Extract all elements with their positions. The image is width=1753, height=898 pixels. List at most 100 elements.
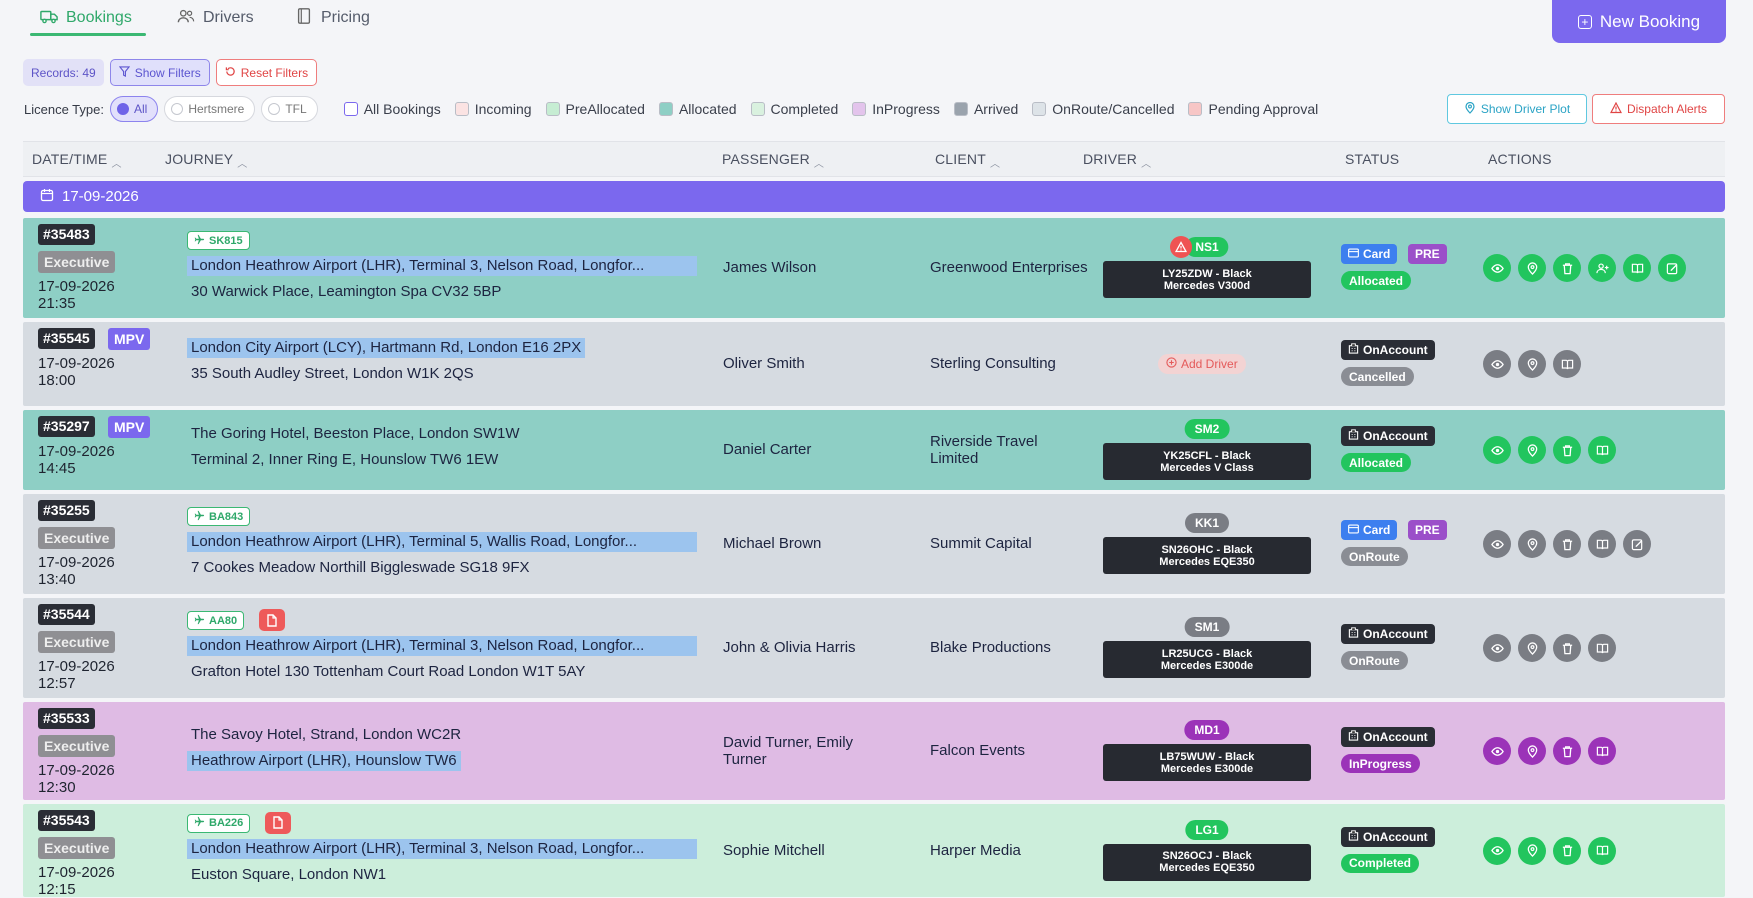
table-row[interactable]: #35543 Executive 17-09-2026 12:15 BA226 Londo… <box>23 804 1725 898</box>
delete-button[interactable] <box>1553 634 1581 662</box>
legend-item[interactable]: All Bookings <box>343 101 441 117</box>
track-button[interactable] <box>1518 350 1546 378</box>
legend-item[interactable]: Allocated <box>658 101 737 117</box>
details-button[interactable] <box>1588 836 1616 865</box>
delete-button[interactable] <box>1553 737 1581 765</box>
view-button[interactable] <box>1483 836 1511 865</box>
tab-drivers[interactable]: Drivers <box>177 0 254 36</box>
document-icon[interactable] <box>265 811 291 834</box>
booking-id[interactable]: #35533 <box>38 708 95 729</box>
table-row[interactable]: #35297 MPV 17-09-2026 14:45 The Goring Hotel… <box>23 410 1725 490</box>
col-journey[interactable]: JOURNEY ︿ <box>165 151 247 170</box>
alert-triangle-icon[interactable] <box>1170 236 1192 258</box>
dispatch-alerts-button[interactable]: Dispatch Alerts <box>1592 94 1725 124</box>
track-button[interactable] <box>1518 737 1546 765</box>
table-row[interactable]: #35255 Executive 17-09-2026 13:40 BA843 Londo… <box>23 494 1725 594</box>
add-driver-button[interactable]: Add Driver <box>1158 354 1246 374</box>
view-button[interactable] <box>1483 436 1511 464</box>
map-pin-icon <box>1464 101 1476 117</box>
driver-code-badge[interactable]: SM1 <box>1184 617 1230 637</box>
details-button[interactable] <box>1588 634 1616 662</box>
track-button[interactable] <box>1518 436 1546 464</box>
top-bar: Bookings Drivers Pricing + New Booking <box>0 0 1753 44</box>
track-button[interactable] <box>1518 530 1546 558</box>
col-datetime[interactable]: DATE/TIME ︿ <box>32 151 121 170</box>
payment-label: OnAccount <box>1363 429 1428 443</box>
col-driver[interactable]: DRIVER ︿ <box>1083 151 1152 170</box>
view-button[interactable] <box>1483 530 1511 558</box>
track-button[interactable] <box>1518 254 1546 282</box>
table-row[interactable]: #35483 Executive 17-09-2026 21:35 SK815 Londo… <box>23 218 1725 318</box>
delete-button[interactable] <box>1553 436 1581 464</box>
delete-button[interactable] <box>1553 530 1581 558</box>
table-row[interactable]: #35533 Executive 17-09-2026 12:30 The Savoy … <box>23 702 1725 800</box>
legend-item[interactable]: InProgress <box>852 101 940 117</box>
col-passenger[interactable]: PASSENGER ︿ <box>722 151 824 170</box>
licence-option-hertsmere[interactable]: Hertsmere <box>164 96 256 122</box>
details-button[interactable] <box>1553 350 1581 378</box>
show-driver-plot-button[interactable]: Show Driver Plot <box>1447 94 1587 124</box>
legend-item[interactable]: OnRoute/Cancelled <box>1032 101 1174 117</box>
legend-item[interactable]: Incoming <box>454 101 532 117</box>
show-filters-button[interactable]: Show Filters <box>109 59 210 86</box>
table-row[interactable]: #35545 MPV 17-09-2026 18:00 London City Airp… <box>23 322 1725 406</box>
delete-button[interactable] <box>1553 836 1581 865</box>
details-button[interactable] <box>1588 436 1616 464</box>
col-client[interactable]: CLIENT ︿ <box>935 151 1000 170</box>
legend-item[interactable]: Arrived <box>953 101 1018 117</box>
legend-item[interactable]: Pending Approval <box>1188 101 1318 117</box>
booking-time: 12:15 <box>38 881 76 898</box>
flight-badge[interactable]: AA80 <box>187 611 245 630</box>
view-button[interactable] <box>1483 350 1511 378</box>
table-row[interactable]: #35544 Executive 17-09-2026 12:57 AA80 London… <box>23 598 1725 698</box>
trash-icon <box>1561 444 1574 457</box>
driver-code-badge[interactable]: MD1 <box>1184 720 1230 740</box>
vehicle-plate: LB75WUW - Black <box>1159 750 1255 763</box>
tab-pricing[interactable]: Pricing <box>295 0 370 36</box>
vehicle-plate: YK25CFL - Black <box>1163 449 1251 462</box>
booking-id[interactable]: #35543 <box>38 810 95 831</box>
flight-badge[interactable]: SK815 <box>187 231 250 250</box>
details-button[interactable] <box>1588 737 1616 765</box>
driver-code-badge[interactable]: SM2 <box>1184 419 1230 439</box>
tab-bookings[interactable]: Bookings <box>30 0 146 36</box>
booking-id[interactable]: #35545 <box>38 328 95 349</box>
details-button[interactable] <box>1623 254 1651 282</box>
vehicle-model: Mercedes EQE350 <box>1159 862 1255 874</box>
user-plus-icon <box>1595 262 1609 275</box>
edit-button[interactable] <box>1623 530 1651 558</box>
filter-icon <box>118 65 130 80</box>
booking-id[interactable]: #35483 <box>38 224 95 245</box>
reset-filters-button[interactable]: Reset Filters <box>215 59 318 86</box>
legend-label: Pending Approval <box>1208 101 1319 117</box>
flight-badge[interactable]: BA226 <box>187 813 251 833</box>
view-button[interactable] <box>1483 737 1511 765</box>
legend-item[interactable]: PreAllocated <box>545 101 645 117</box>
track-button[interactable] <box>1518 634 1546 662</box>
view-button[interactable] <box>1483 634 1511 662</box>
driver-code-badge[interactable]: NS1 <box>1185 237 1229 257</box>
driver-code-badge[interactable]: LG1 <box>1185 819 1229 840</box>
plus-circle-icon <box>1166 357 1177 371</box>
new-booking-button[interactable]: + New Booking <box>1552 0 1726 43</box>
driver-code-badge[interactable]: KK1 <box>1184 513 1230 533</box>
vehicle-plate: SN26OHC - Black <box>1161 543 1253 556</box>
day-group-header[interactable]: 17-09-2026 <box>23 181 1725 212</box>
assign-driver-button[interactable] <box>1588 254 1616 282</box>
booking-id[interactable]: #35544 <box>38 604 95 625</box>
book-open-icon <box>1561 358 1574 371</box>
licence-option-tfl[interactable]: TFL <box>261 96 318 122</box>
booking-id[interactable]: #35297 <box>38 416 95 437</box>
vehicle-model: Mercedes V300d <box>1163 279 1251 292</box>
chevron-up-icon: ︿ <box>1141 159 1152 170</box>
legend-item[interactable]: Completed <box>750 101 838 117</box>
details-button[interactable] <box>1588 530 1616 558</box>
delete-button[interactable] <box>1553 254 1581 282</box>
view-button[interactable] <box>1483 254 1511 282</box>
document-icon[interactable] <box>259 609 285 631</box>
booking-id[interactable]: #35255 <box>38 500 95 521</box>
edit-button[interactable] <box>1658 254 1686 282</box>
flight-badge[interactable]: BA843 <box>187 507 251 526</box>
track-button[interactable] <box>1518 836 1546 865</box>
licence-option-all[interactable]: All <box>109 96 159 122</box>
